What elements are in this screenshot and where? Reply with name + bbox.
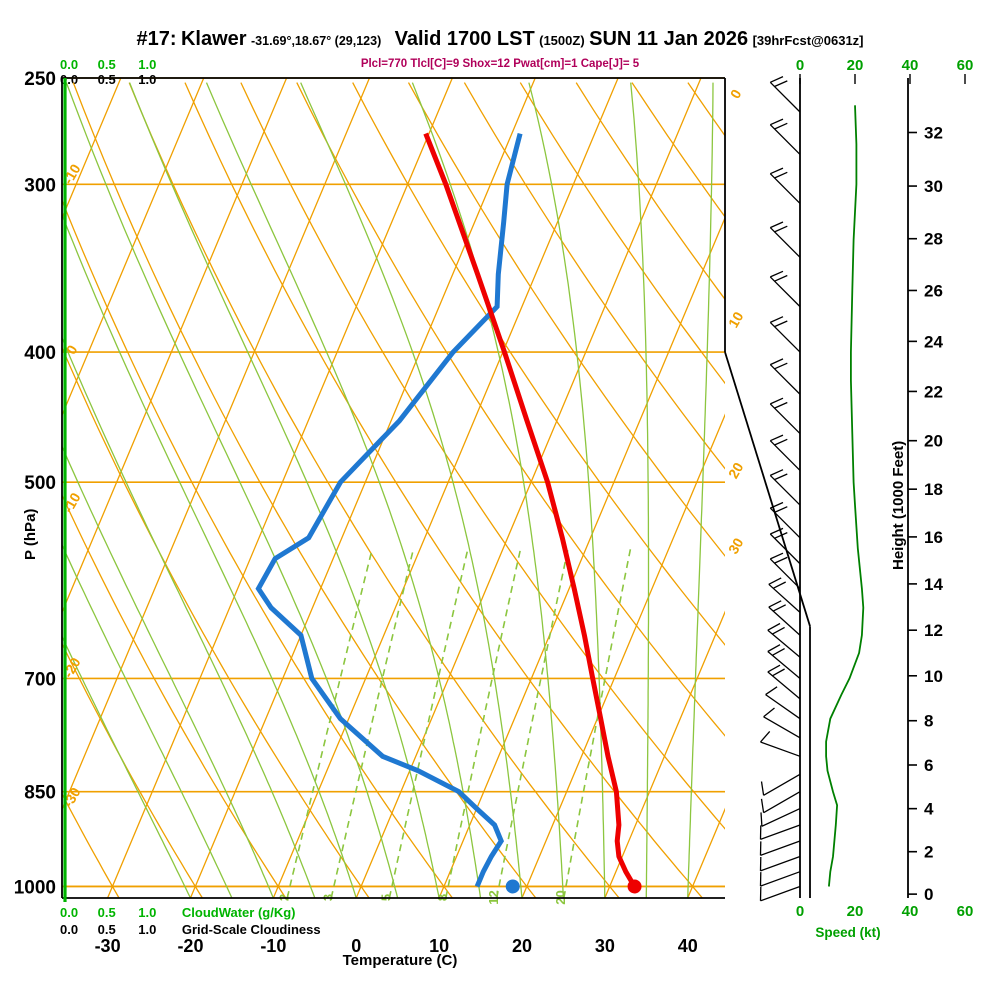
temperature-tick-labels: -30 -20 -10 0 10 20 30 40: [95, 936, 698, 956]
svg-text:0: 0: [727, 86, 745, 101]
svg-text:-10: -10: [260, 936, 286, 956]
svg-text:700: 700: [24, 669, 56, 690]
svg-text:26: 26: [924, 281, 943, 300]
svg-text:40: 40: [902, 57, 919, 74]
valid-utc: (1500Z): [539, 33, 585, 48]
isobar-gridlines: [62, 77, 725, 888]
svg-text:-20: -20: [60, 655, 84, 681]
plot-frame: [61, 77, 811, 899]
bottom-cloudiness-scale: 0.0 0.5 1.0 Grid-Scale Cloudiness: [60, 922, 321, 937]
top-cloudwater-scale: 0.0 0.5 1.0: [60, 57, 157, 72]
svg-text:20: 20: [725, 459, 747, 481]
sounding-traces: [255, 132, 642, 894]
height-axis: [907, 78, 917, 898]
cloudwater-axis-label: CloudWater (g/Kg): [181, 905, 296, 920]
bottom-cloudwater-scale: 0.0 0.5 1.0 CloudWater (g/Kg): [60, 905, 296, 920]
svg-text:-20: -20: [177, 936, 203, 956]
svg-text:20: 20: [847, 57, 864, 74]
cloudiness-axis-label: Grid-Scale Cloudiness: [181, 922, 321, 937]
svg-text:8: 8: [924, 712, 933, 731]
svg-text:4: 4: [924, 800, 934, 819]
moist-adiabat-lines: [62, 82, 714, 898]
forecast-tag: [39hrFcst@0631z]: [752, 33, 864, 48]
svg-text:-10: -10: [60, 161, 84, 187]
svg-text:60: 60: [957, 903, 974, 920]
svg-text:28: 28: [924, 230, 943, 249]
sounding-stats: Plcl=770 Tlcl[C]=9 Shox=12 Pwat[cm]=1 Ca…: [360, 58, 640, 70]
station-name: Klawer: [180, 28, 247, 50]
svg-text:250: 250: [24, 69, 56, 90]
mixing-ratio-lines: [286, 548, 632, 898]
svg-text:0: 0: [796, 57, 804, 74]
svg-text:20: 20: [512, 936, 532, 956]
svg-text:20: 20: [924, 432, 943, 451]
valid-date: SUN 11 Jan 2026: [589, 28, 749, 50]
svg-text:30: 30: [725, 535, 747, 557]
svg-text:10: 10: [725, 309, 747, 331]
speed-profile-trace: [825, 105, 865, 887]
svg-text:-10: -10: [60, 490, 84, 516]
svg-text:6: 6: [924, 756, 933, 775]
dry-adiabat-lines: [62, 82, 725, 898]
svg-text:2: 2: [924, 843, 933, 862]
title-bar: #17: Klawer -31.69°,18.67° (29,123) Vali…: [0, 28, 1000, 51]
svg-text:12: 12: [924, 621, 943, 640]
svg-text:10: 10: [924, 667, 943, 686]
pressure-tick-labels: 250 300 400 500 700 850 1000: [14, 69, 56, 898]
svg-text:18: 18: [924, 480, 943, 499]
svg-text:300: 300: [24, 175, 56, 196]
station-coords: -31.69°,18.67° (29,123): [251, 34, 382, 48]
valid-time: Valid 1700 LST: [394, 28, 535, 50]
svg-text:400: 400: [24, 343, 56, 364]
speed-axis-label: Speed (kt): [815, 925, 881, 940]
svg-text:850: 850: [24, 783, 56, 804]
svg-text:22: 22: [924, 382, 943, 401]
svg-text:20: 20: [847, 903, 864, 920]
svg-text:24: 24: [924, 332, 943, 351]
svg-text:0: 0: [924, 885, 933, 904]
temperature-axis-label: Temperature (C): [342, 952, 458, 969]
svg-text:60: 60: [957, 57, 974, 74]
isotherm-lines: [62, 78, 725, 898]
svg-text:40: 40: [678, 936, 698, 956]
svg-text:500: 500: [24, 473, 56, 494]
station-id: #17:: [136, 28, 177, 50]
svg-text:40: 40: [902, 903, 919, 920]
svg-text:30: 30: [595, 936, 615, 956]
svg-text:32: 32: [924, 123, 943, 142]
svg-text:14: 14: [924, 575, 943, 594]
wind-barb-panel: [759, 76, 801, 902]
svg-text:1000: 1000: [14, 877, 56, 898]
svg-text:0: 0: [351, 936, 361, 956]
svg-text:0: 0: [796, 903, 804, 920]
svg-text:30: 30: [924, 177, 943, 196]
svg-text:16: 16: [924, 528, 943, 547]
svg-text:-30: -30: [95, 936, 121, 956]
svg-text:10: 10: [429, 936, 449, 956]
